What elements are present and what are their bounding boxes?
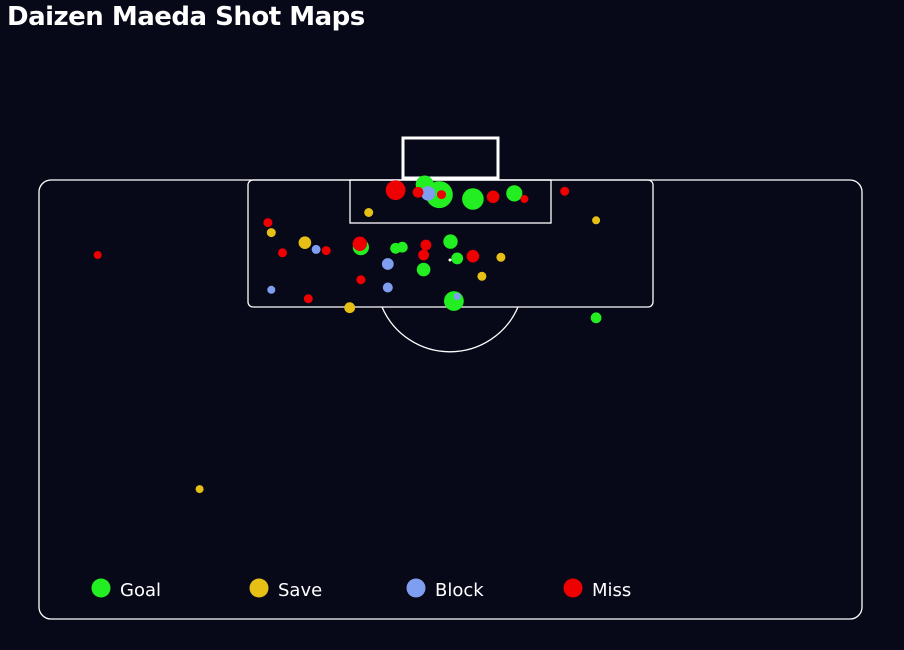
shot-miss-9 (321, 246, 331, 256)
shot-miss-15 (303, 294, 313, 304)
shot-goal-12 (590, 312, 602, 324)
goal-frame (401, 136, 500, 180)
shot-save-2 (592, 216, 601, 225)
shot-save-7 (344, 302, 356, 314)
legend-marker-block (406, 578, 426, 598)
shot-miss-13 (466, 249, 480, 263)
legend-label-save: Save (278, 580, 322, 601)
shot-block-2 (311, 244, 321, 254)
shot-miss-5 (520, 195, 529, 203)
legend-marker-save (249, 578, 269, 598)
penalty-arc (381, 306, 519, 353)
shot-save-5 (496, 252, 506, 262)
legend-label-block: Block (435, 580, 484, 601)
legend-label-goal: Goal (120, 580, 161, 601)
shot-block-4 (267, 285, 276, 294)
shot-miss-1 (385, 180, 406, 201)
page-title: Daizen Maeda Shot Maps (7, 2, 365, 32)
shot-miss-10 (352, 236, 367, 251)
shot-save-8 (195, 485, 204, 494)
shot-save-3 (266, 228, 276, 238)
pitch-markings (38, 136, 863, 620)
shot-block-3 (381, 258, 394, 270)
shot-block-5 (382, 282, 393, 293)
shot-miss-4 (486, 190, 500, 204)
shot-miss-3 (437, 190, 446, 200)
penalty-spot (448, 258, 452, 262)
shot-miss-8 (278, 248, 287, 258)
shot-goal-4 (506, 185, 523, 202)
shot-save-6 (477, 271, 487, 281)
shot-block-1 (420, 186, 436, 201)
shot-miss-14 (356, 275, 366, 285)
shot-goal-10 (416, 262, 431, 277)
shot-miss-7 (263, 218, 273, 228)
shot-miss-12 (418, 249, 429, 261)
shot-goal-3 (462, 188, 484, 210)
shot-miss-6 (560, 186, 570, 196)
shot-goal-9 (390, 242, 401, 254)
shot-miss-16 (93, 251, 102, 259)
legend-marker-goal (91, 578, 111, 598)
legend: Goal Save Block Miss (91, 578, 631, 601)
shot-goal-7 (451, 252, 464, 265)
six-yard-box (349, 179, 552, 224)
shot-goal-11 (444, 291, 464, 311)
legend-label-miss: Miss (592, 580, 631, 601)
shot-miss-2 (412, 186, 424, 198)
shot-miss-11 (420, 239, 432, 251)
shot-block-6 (453, 292, 461, 301)
shots-layer (93, 175, 602, 494)
legend-marker-miss (563, 578, 583, 598)
shot-save-4 (298, 236, 312, 249)
shot-save-1 (364, 208, 374, 217)
shot-goal-6 (443, 234, 458, 249)
